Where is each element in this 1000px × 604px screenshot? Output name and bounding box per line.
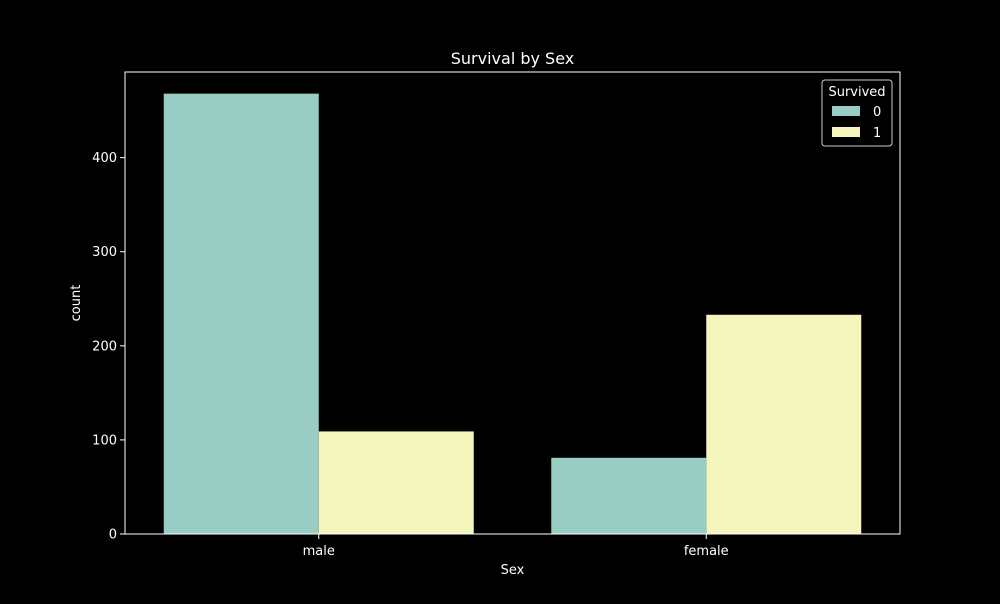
y-tick-label: 100 [92,433,117,448]
legend-label-1: 1 [873,126,881,141]
legend-title: Survived [828,85,885,100]
chart-title: Survival by Sex [451,49,575,68]
legend-swatch-0 [832,106,860,116]
bar-female-survived-0 [551,457,707,534]
bar-female-survived-1 [706,314,862,534]
y-tick-label: 400 [92,151,117,166]
y-tick-label: 0 [109,528,117,543]
legend-swatch-1 [832,127,860,137]
y-axis-label: count [69,285,84,322]
legend-label-0: 0 [873,105,881,120]
y-tick-label: 300 [92,245,117,260]
y-axis: 0 100 200 300 400 [92,151,125,543]
x-axis-label: Sex [501,563,525,578]
bars-group [163,93,862,535]
x-axis: male female [303,534,729,559]
bar-male-survived-1 [318,431,474,534]
x-tick-label-male: male [303,544,335,559]
plot-frame [124,71,901,535]
x-tick-label-female: female [684,544,729,559]
legend: Survived 0 1 [821,79,893,147]
bar-male-survived-0 [163,93,319,535]
y-tick-label: 200 [92,339,117,354]
